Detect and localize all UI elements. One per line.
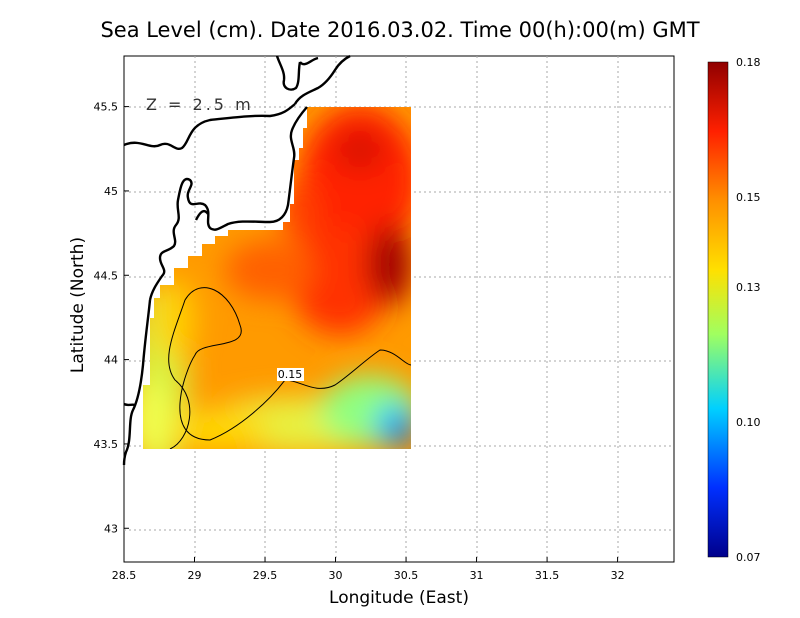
x-tick-label: 30 [329,569,343,582]
y-tick-label: 45 [104,185,118,198]
x-tick-label: 29 [188,569,202,582]
x-tick-label: 31 [470,569,484,582]
depth-label: Z = 2.5 m [146,95,254,114]
x-ticks: 28.5 29 29.5 30 30.5 31 31.5 32 [112,557,625,582]
x-tick-label: 30.5 [394,569,419,582]
x-tick-label: 31.5 [535,569,560,582]
contour-label-box [277,368,304,381]
colorbar-tick-label: 0.15 [736,191,761,204]
x-tick-label: 29.5 [253,569,278,582]
x-axis-label: Longitude (East) [329,588,469,608]
x-tick-label: 32 [611,569,625,582]
colorbar-tick-label: 0.13 [736,281,761,294]
y-tick-label: 44 [104,354,118,367]
y-tick-label: 44.5 [94,269,119,282]
y-ticks: 43 43.5 44 44.5 45 45.5 [94,101,129,535]
y-tick-label: 43 [104,522,118,535]
contour-label: 0.15 [278,368,303,381]
y-tick-label: 45.5 [94,101,119,114]
contour-line [168,287,411,449]
coastline [122,54,351,466]
map-title: Sea Level (cm). Date 2016.03.02. Time 00… [100,18,700,42]
y-tick-label: 43.5 [94,438,119,451]
colorbar [707,61,729,558]
colorbar-tick-label: 0.07 [736,551,761,564]
x-tick-label: 28.5 [112,569,137,582]
colorbar-ticks: 0.07 0.10 0.13 0.15 0.18 [736,56,761,564]
colorbar-tick-label: 0.10 [736,416,761,429]
colorbar-tick-label: 0.18 [736,56,761,69]
